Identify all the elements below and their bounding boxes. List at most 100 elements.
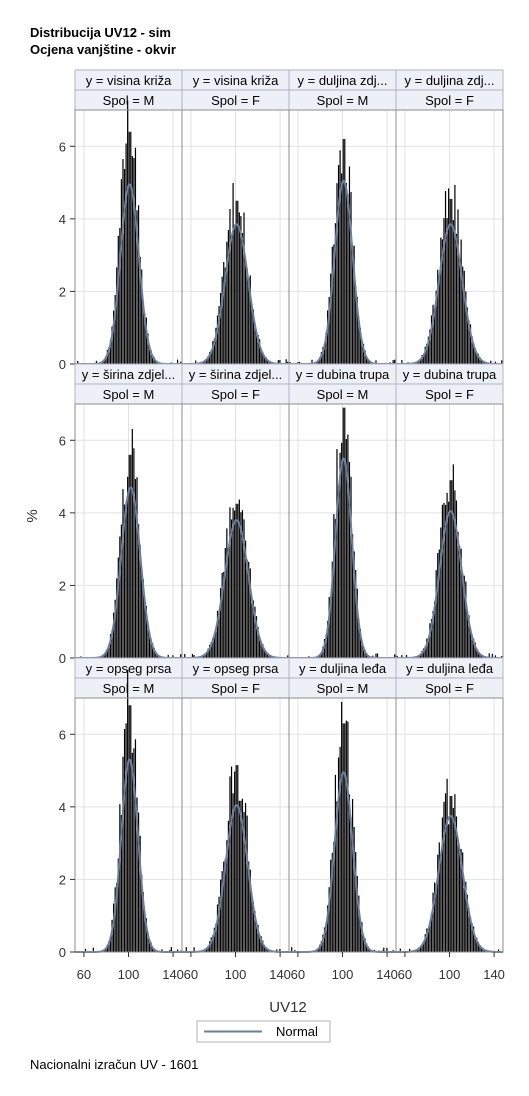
histogram-bar [421,354,423,364]
y-tick-label: 0 [59,651,66,666]
histogram-bar [466,612,468,658]
histogram-bar [241,510,244,658]
histogram-bar [328,296,330,364]
y-tick-label: 4 [59,506,66,521]
histogram-bar [114,294,116,364]
x-tick-label: 60 [77,967,91,982]
histogram-bar [455,816,458,952]
histogram-bar [441,239,444,364]
histogram-bar [145,605,147,658]
histogram-bar [355,852,357,952]
histogram-bar [125,143,127,364]
panel-subheader-label: Spol = M [317,681,369,696]
histogram-bar [494,361,497,364]
panel-subheader-label: Spol = M [317,93,369,108]
panel-subheader-label: Spol = M [317,387,369,402]
histogram-bar [347,434,349,658]
histogram-bar [130,454,132,658]
histogram-bar [334,519,337,658]
histogram-bar [479,653,481,658]
histogram-bar [449,480,451,658]
panel-subheader-label: Spol = F [425,681,474,696]
panel-3: y = duljina zdj... Spol = M [288,69,397,365]
histogram-bar [234,224,236,364]
histogram-bar [440,527,442,658]
histogram-bar [458,545,461,658]
panel-header-label: y = opseg prsa [193,661,279,676]
histogram-bar [176,949,179,952]
histogram-bar [108,645,110,658]
histogram-bar [444,793,447,952]
histogram-bar [122,489,124,658]
histogram-bar [276,949,278,952]
histogram-bar [344,139,346,364]
histogram-bar [137,524,140,658]
histogram-bar [355,570,357,658]
histogram-bar [327,905,329,952]
histogram-bar [432,304,434,364]
histogram-bar [443,801,445,952]
histogram-bar [241,233,244,364]
histogram-bar [465,581,467,658]
histogram-bar [462,266,464,364]
histogram-bar [323,343,326,364]
histogram-bar [339,150,341,364]
panel-header-label: y = visina križa [86,73,172,88]
histogram-bar [116,578,118,658]
histogram-bar [268,361,270,364]
histogram-bar [176,359,179,364]
histogram-bar [476,648,478,658]
histogram-bar [344,407,346,658]
histogram-bar [351,799,354,952]
histogram-bar [260,350,262,364]
histogram-bar [364,938,366,952]
histogram-bar [108,941,110,952]
histogram-bar [471,923,473,952]
histogram-bar [128,454,130,658]
histogram-bar [266,653,269,658]
histogram-bar [358,895,360,952]
histogram-bar [232,182,234,364]
histogram-bar [430,619,433,658]
histogram-bar [323,927,326,952]
histogram-bar [147,931,149,952]
histogram-bar [249,275,251,364]
histogram-bar [212,637,214,658]
panel-header-label: y = dubina trupa [296,367,390,382]
histogram-bar [322,934,324,952]
histogram-bar [359,919,361,952]
histogram-bar [150,942,152,952]
histogram-bar [334,774,337,952]
histogram-bar [119,228,121,364]
histogram-bar [114,887,116,952]
histogram-bar [139,256,141,364]
panel-8: y = dubina trupa Spol = F [395,363,504,659]
histogram-bar [358,618,360,658]
histogram-bar [449,795,451,952]
histogram-bar [460,849,462,952]
histogram-bar [446,778,448,952]
histogram-bar [244,802,247,952]
histogram-bar [227,551,230,658]
histogram-bar [259,637,261,658]
histogram-bar [238,800,240,952]
histogram-bar [262,940,264,952]
histogram-bar [125,723,127,952]
histogram-bar [350,191,352,364]
histogram-bar [434,882,436,952]
histogram-bar [134,147,137,364]
histogram-bar [366,943,368,952]
histogram-bar [471,635,473,658]
histogram-bar [361,342,363,364]
histogram-bar [152,946,154,952]
histogram-bar [117,557,119,658]
histogram-bar [287,361,289,364]
histogram-bar [476,937,478,952]
histogram-bar [337,757,340,952]
histogram-bar [215,327,217,364]
histogram-bar [435,884,437,952]
y-tick-label: 2 [59,284,66,299]
histogram-bar [226,528,228,658]
panel-6: y = širina zdjel... Spol = F [181,363,290,659]
